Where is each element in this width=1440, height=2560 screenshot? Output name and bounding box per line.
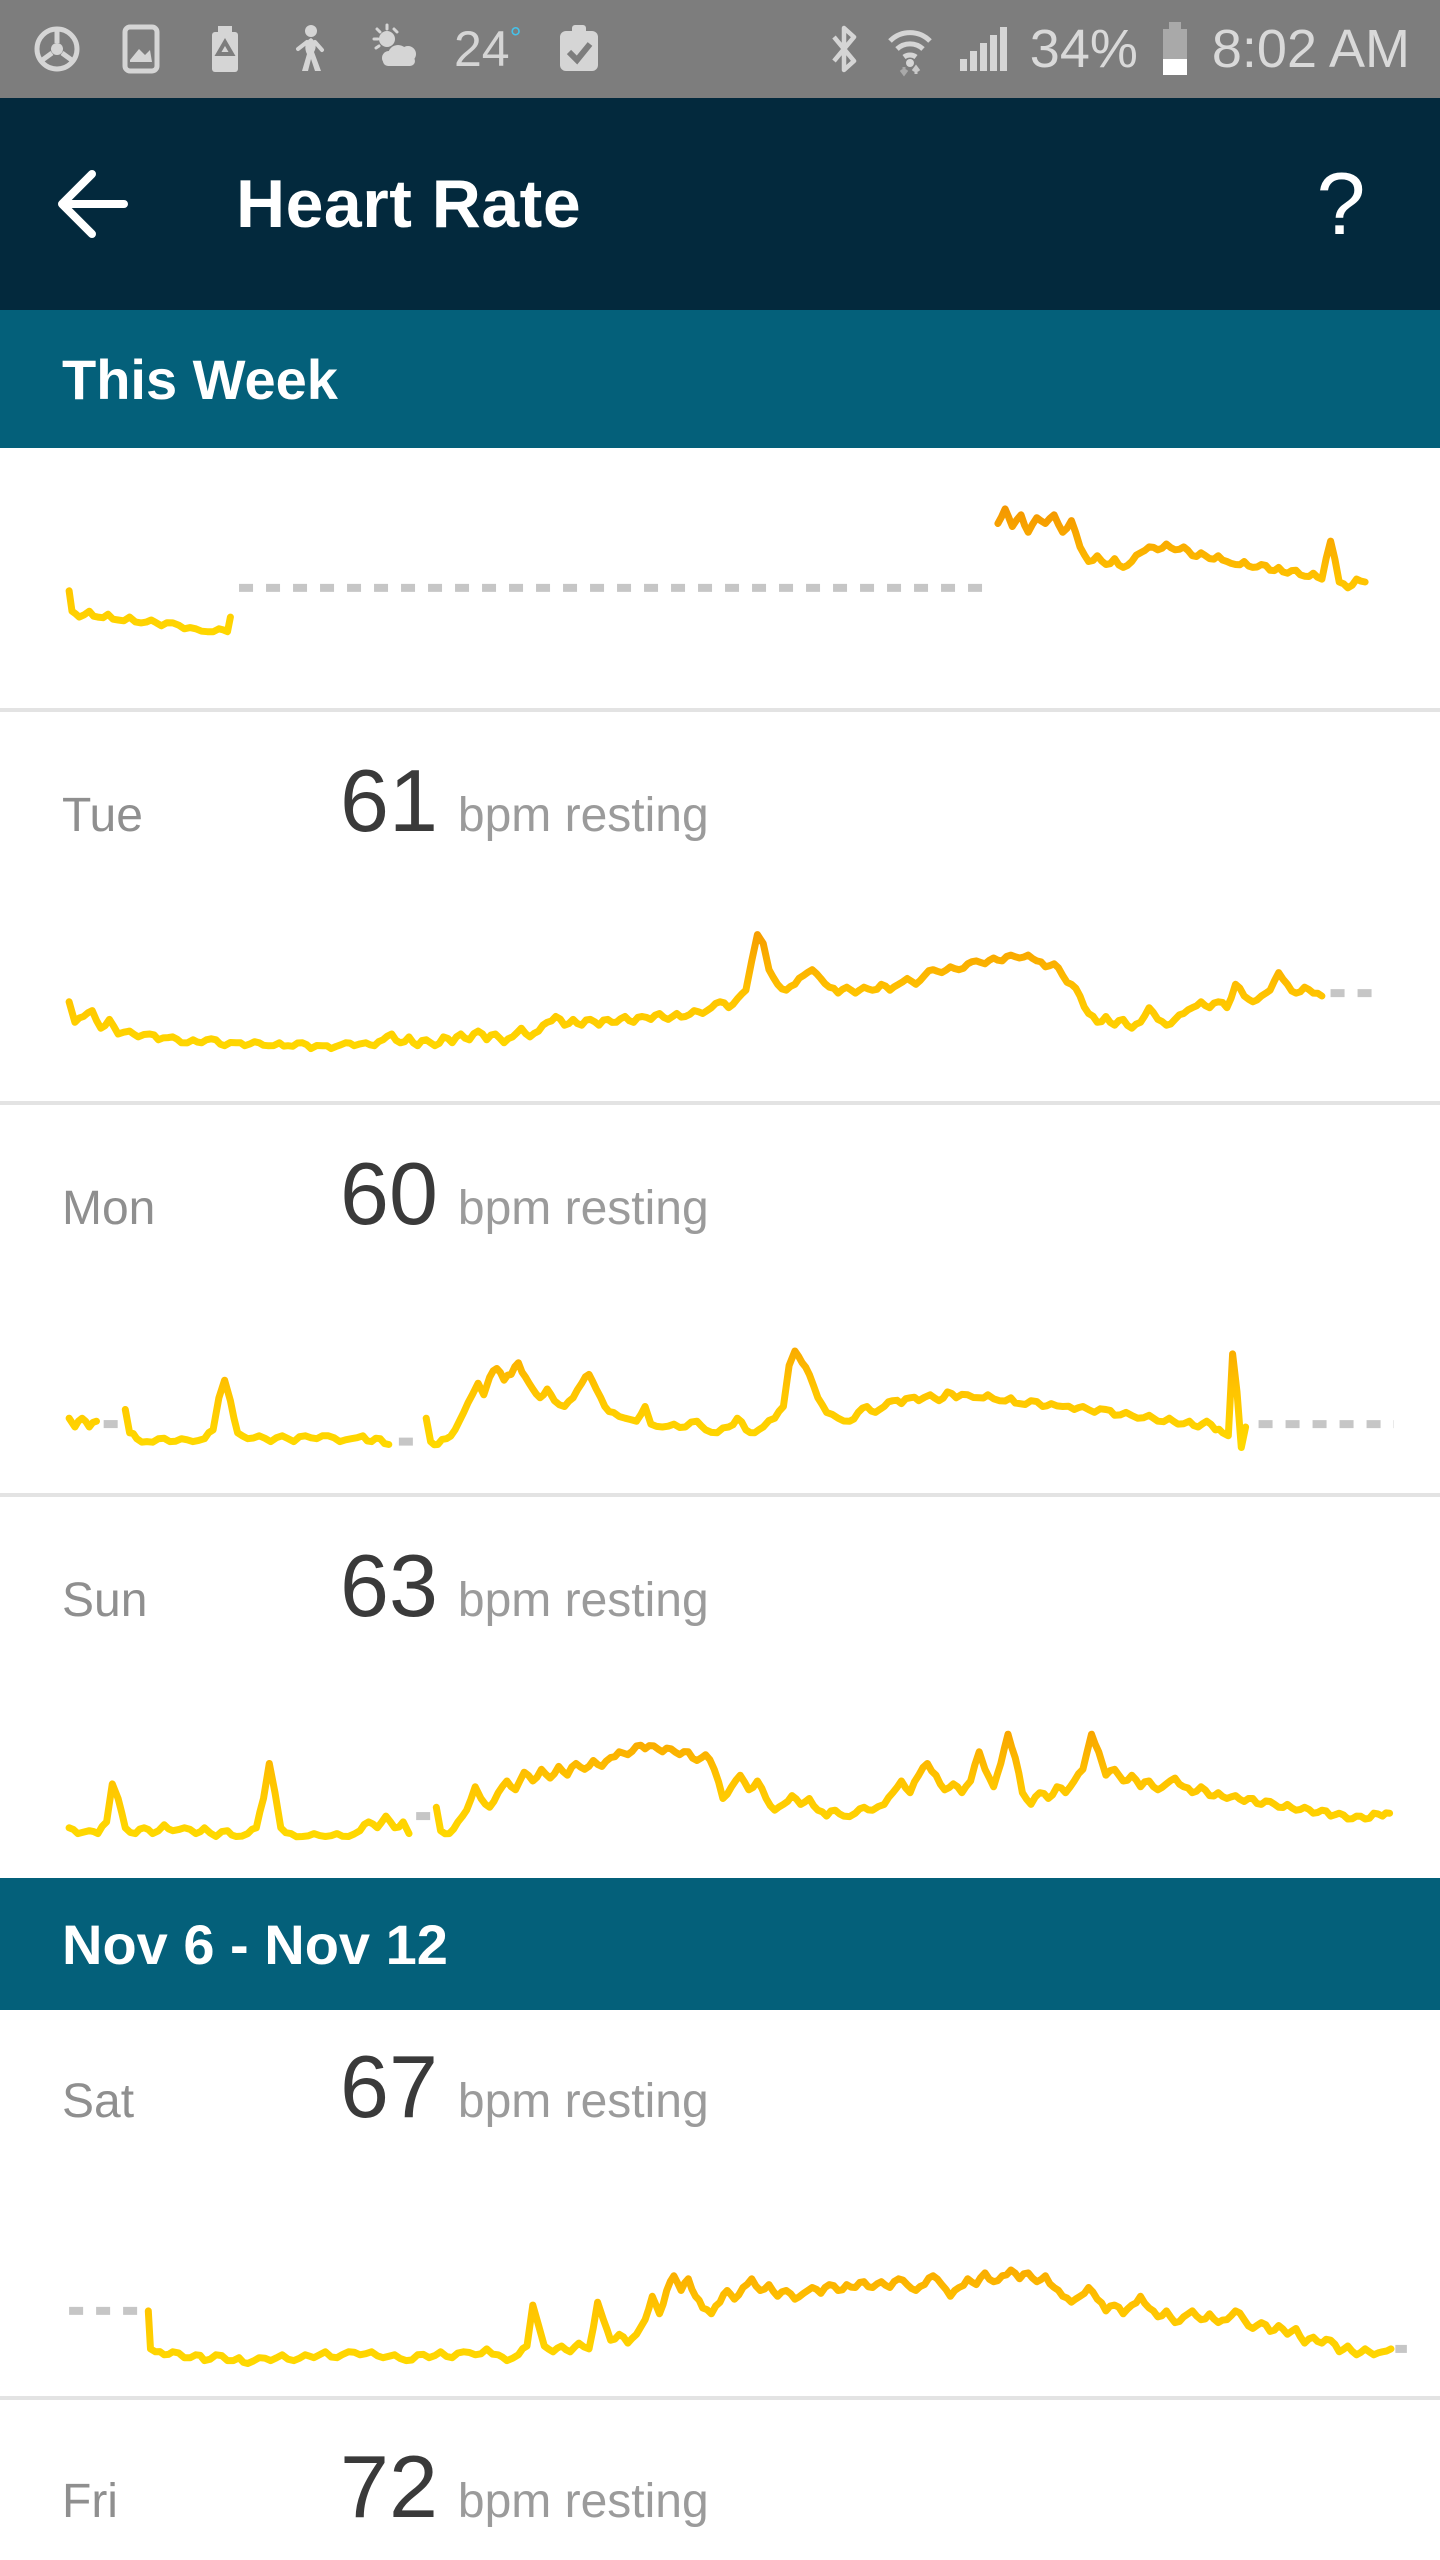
- resting-hr-unit: bpm resting: [457, 2075, 709, 2128]
- resting-hr-value: 61: [340, 751, 438, 850]
- section-title: This Week: [62, 347, 338, 411]
- day-summary: Sat 67 bpm resting: [0, 2036, 1440, 2146]
- section-header-prev-week: Nov 6 - Nov 12: [0, 1878, 1440, 2010]
- row-divider: [0, 708, 1440, 712]
- section-header-this-week: This Week: [0, 310, 1440, 448]
- resting-hr-unit: bpm resting: [457, 1182, 709, 1235]
- day-label: Fri: [62, 2475, 118, 2528]
- back-button[interactable]: [44, 156, 140, 252]
- day-row-fri[interactable]: Fri 72 bpm resting: [0, 2400, 1440, 2560]
- heart-rate-chart: [0, 1667, 1440, 1857]
- notification-icons: 24 °: [30, 20, 606, 78]
- gallery-icon: [122, 24, 160, 74]
- help-button[interactable]: ?: [1286, 149, 1396, 259]
- weather-icon: [372, 23, 416, 66]
- day-label: Mon: [62, 1182, 156, 1235]
- temperature: 24 °: [454, 21, 522, 77]
- heart-rate-chart: [0, 2194, 1440, 2384]
- battery-icon: [1162, 22, 1187, 75]
- day-label: Sat: [62, 2075, 135, 2128]
- day-label: Tue: [62, 789, 143, 842]
- degree-symbol: °: [509, 22, 522, 55]
- day-summary: Mon 60 bpm resting: [0, 1143, 1440, 1253]
- resting-hr-unit: bpm resting: [457, 1574, 709, 1627]
- day-row-today[interactable]: [0, 448, 1440, 708]
- battery-percent: 34%: [1029, 19, 1138, 79]
- bluetooth-icon: [832, 25, 857, 73]
- resting-hr-value: 67: [340, 2037, 438, 2136]
- heart-rate-chart: [0, 882, 1440, 1072]
- row-divider: [0, 2396, 1440, 2400]
- system-status-icons: 34% 8:02 AM: [824, 18, 1410, 80]
- wheel-icon: [34, 26, 80, 72]
- signal-icon: [959, 27, 1007, 71]
- day-summary: Fri 72 bpm resting: [0, 2436, 1440, 2546]
- resting-hr-unit: bpm resting: [457, 2475, 709, 2528]
- day-summary: Sun 63 bpm resting: [0, 1535, 1440, 1645]
- row-divider: [0, 1493, 1440, 1497]
- battery-recycle-icon: [212, 26, 238, 72]
- fitness-icon: [296, 25, 324, 71]
- day-row-mon[interactable]: Mon 60 bpm resting: [0, 1105, 1440, 1493]
- day-summary: Tue 61 bpm resting: [0, 750, 1440, 860]
- resting-hr-value: 60: [340, 1144, 438, 1243]
- help-icon: ?: [1316, 154, 1366, 253]
- nav-bar: Heart Rate ?: [0, 98, 1440, 310]
- day-row-sun[interactable]: Sun 63 bpm resting: [0, 1497, 1440, 1878]
- day-row-tue[interactable]: Tue 61 bpm resting: [0, 712, 1440, 1101]
- status-bar: 24 °: [0, 0, 1440, 98]
- page-title: Heart Rate: [236, 166, 582, 242]
- section-title: Nov 6 - Nov 12: [62, 1912, 448, 1976]
- heart-rate-chart: [0, 1275, 1440, 1465]
- resting-hr-value: 72: [340, 2437, 438, 2536]
- row-divider: [0, 1101, 1440, 1105]
- resting-hr-unit: bpm resting: [457, 789, 709, 842]
- resting-hr-value: 63: [340, 1536, 438, 1635]
- clipboard-check-icon: [559, 25, 598, 71]
- wifi-icon: [887, 30, 932, 77]
- day-row-sat[interactable]: Sat 67 bpm resting: [0, 2010, 1440, 2396]
- back-arrow-icon: [58, 170, 128, 238]
- clock: 8:02 AM: [1211, 19, 1410, 79]
- heart-rate-chart: [0, 468, 1440, 658]
- day-label: Sun: [62, 1574, 148, 1627]
